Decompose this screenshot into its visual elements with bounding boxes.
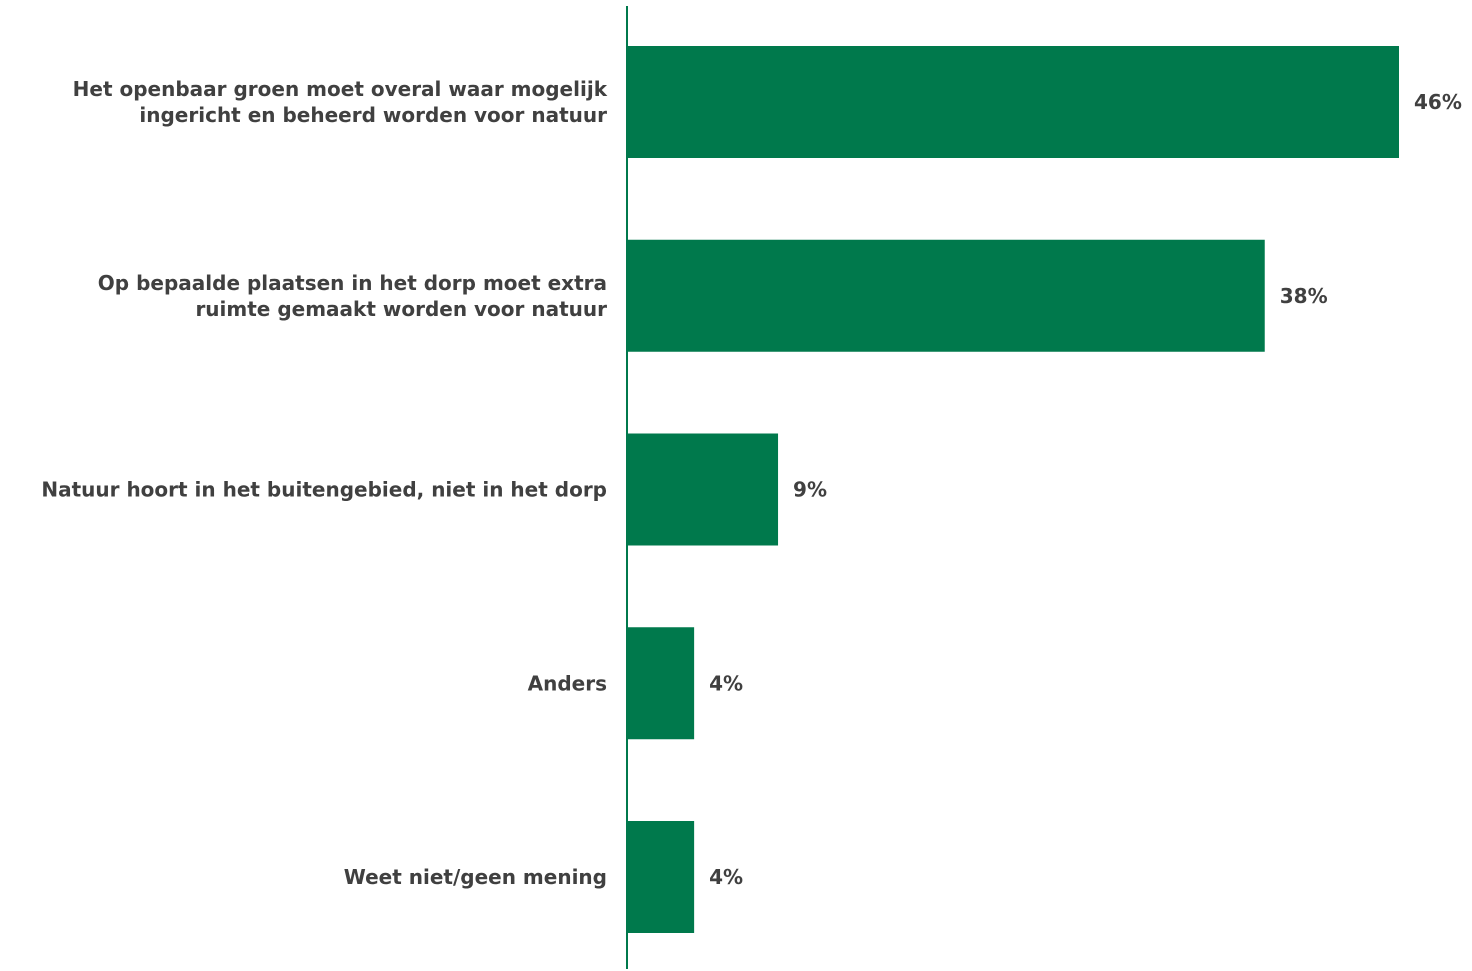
- category-labels-group: Het openbaar groen moet overal waar moge…: [41, 77, 607, 889]
- value-label: 46%: [1414, 90, 1462, 114]
- bar: [627, 821, 695, 933]
- category-label-line: Op bepaalde plaatsen in het dorp moet ex…: [98, 271, 607, 295]
- value-label: 38%: [1280, 284, 1328, 308]
- bar: [627, 239, 1265, 352]
- category-label: Anders: [528, 671, 607, 695]
- bars-group: [627, 46, 1399, 933]
- category-label-line: ingericht en beheerd worden voor natuur: [139, 103, 607, 127]
- value-labels-group: 46% 38% 9% 4% 4%: [709, 90, 1462, 889]
- category-label: Weet niet/geen mening: [344, 865, 607, 889]
- bar: [627, 46, 1399, 158]
- category-label-line: Het openbaar groen moet overal waar moge…: [73, 77, 608, 101]
- value-label: 4%: [709, 865, 743, 889]
- bar: [627, 627, 695, 740]
- category-label-line: Natuur hoort in het buitengebied, niet i…: [41, 478, 607, 502]
- category-label-line: Weet niet/geen mening: [344, 865, 607, 889]
- category-label: Op bepaalde plaatsen in het dorp moet ex…: [98, 271, 607, 321]
- bar: [627, 433, 779, 546]
- category-label-line: ruimte gemaakt worden voor natuur: [195, 297, 607, 321]
- value-label: 9%: [793, 478, 827, 502]
- value-label: 4%: [709, 671, 743, 695]
- category-label: Het openbaar groen moet overal waar moge…: [73, 77, 608, 127]
- category-label: Natuur hoort in het buitengebied, niet i…: [41, 478, 607, 502]
- category-label-line: Anders: [528, 671, 607, 695]
